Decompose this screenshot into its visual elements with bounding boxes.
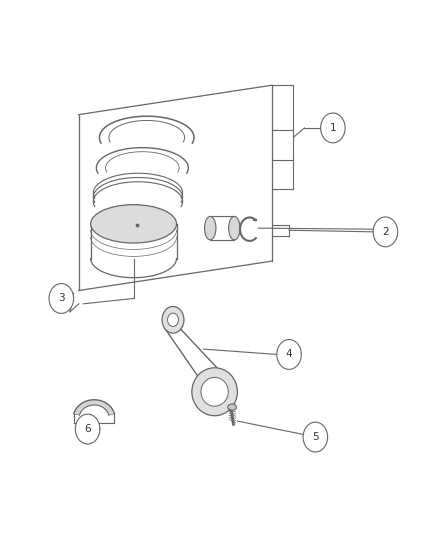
Circle shape: [321, 113, 345, 143]
Ellipse shape: [205, 216, 216, 240]
Text: 5: 5: [312, 432, 319, 442]
Text: 2: 2: [382, 227, 389, 237]
Circle shape: [75, 414, 100, 444]
Text: 6: 6: [84, 424, 91, 434]
Polygon shape: [74, 400, 114, 415]
Circle shape: [277, 340, 301, 369]
Circle shape: [303, 422, 328, 452]
Text: 1: 1: [329, 123, 336, 133]
Circle shape: [373, 217, 398, 247]
Text: 4: 4: [286, 350, 293, 359]
Ellipse shape: [168, 313, 179, 326]
Ellipse shape: [91, 205, 177, 243]
Ellipse shape: [192, 368, 237, 416]
Ellipse shape: [229, 216, 240, 240]
Circle shape: [49, 284, 74, 313]
Ellipse shape: [201, 377, 228, 406]
Text: 3: 3: [58, 294, 65, 303]
Ellipse shape: [162, 306, 184, 333]
Ellipse shape: [228, 404, 237, 410]
